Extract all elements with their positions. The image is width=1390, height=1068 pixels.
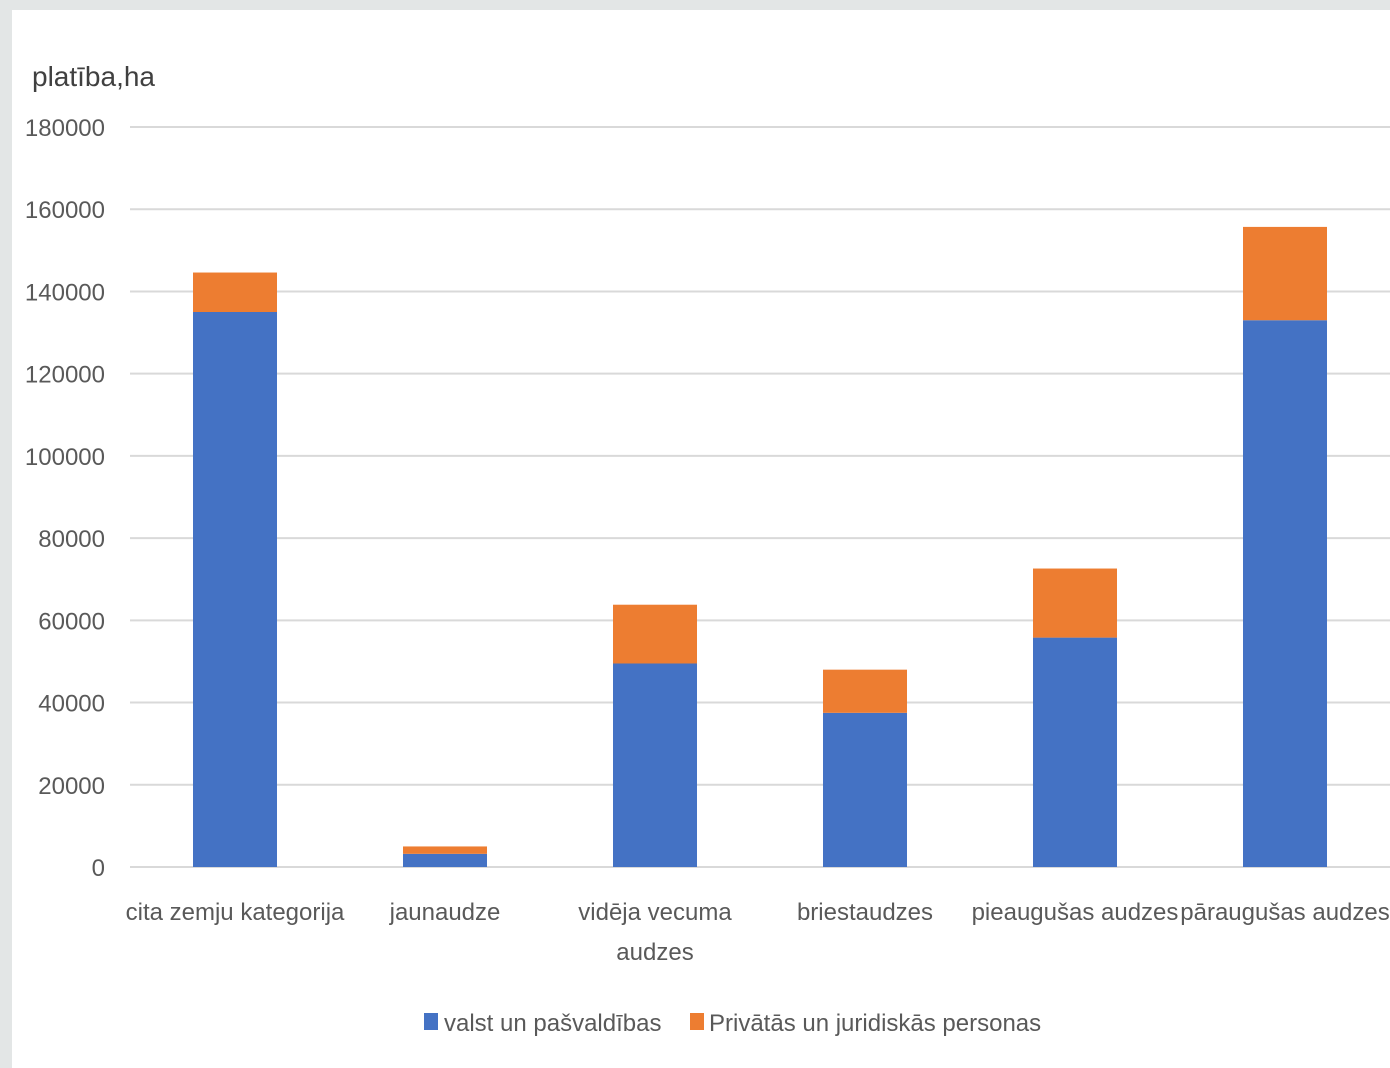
y-tick-label: 0 <box>92 855 105 882</box>
bar-segment-valst <box>1033 637 1117 867</box>
y-axis-ticks: 0 20000 40000 60000 80000 100000 120000 140000 1… <box>25 115 105 882</box>
bar-segment-valst <box>823 712 907 867</box>
legend-swatch-valst <box>424 1013 438 1030</box>
y-axis-title: platība,ha <box>32 61 155 92</box>
legend-swatch-privatas <box>690 1013 704 1030</box>
y-tick-label: 160000 <box>25 197 105 224</box>
x-axis-labels: cita zemju kategorija jaunaudze vidēja vec… <box>126 899 1390 966</box>
x-tick-label: pāraugušas audzes <box>1180 899 1389 926</box>
y-tick-label: 100000 <box>25 444 105 471</box>
bar-segment-privatas <box>823 669 907 713</box>
bars <box>193 226 1327 867</box>
stacked-bar-chart: platība,ha 0 20000 40000 60000 80000 100000 12… <box>25 61 1390 1037</box>
y-tick-label: 120000 <box>25 362 105 389</box>
y-tick-label: 40000 <box>38 691 105 718</box>
x-tick-label: jaunaudze <box>389 899 501 926</box>
y-tick-label: 60000 <box>38 608 105 635</box>
bar-segment-privatas <box>403 846 487 854</box>
bar-segment-privatas <box>613 604 697 664</box>
bar-segment-valst <box>613 663 697 867</box>
bar-segment-privatas <box>1243 226 1327 321</box>
legend: valst un pašvaldības Privātās un juridis… <box>424 1010 1041 1037</box>
x-tick-label: audzes <box>616 939 693 966</box>
chart-frame: platība,ha 0 20000 40000 60000 80000 100000 12… <box>12 10 1390 1068</box>
legend-label-privatas: Privātās un juridiskās personas <box>709 1010 1041 1037</box>
y-tick-label: 20000 <box>38 773 105 800</box>
y-tick-label: 180000 <box>25 115 105 142</box>
x-tick-label: vidēja vecuma <box>578 899 732 926</box>
bar-segment-privatas <box>193 272 277 312</box>
bar-segment-valst <box>403 853 487 867</box>
bar-segment-privatas <box>1033 568 1117 638</box>
legend-label-valst: valst un pašvaldības <box>444 1010 661 1037</box>
bar-segment-valst <box>1243 320 1327 867</box>
gridlines <box>130 126 1390 868</box>
x-tick-label: briestaudzes <box>797 899 933 926</box>
x-tick-label: cita zemju kategorija <box>126 899 345 926</box>
y-tick-label: 80000 <box>38 526 105 553</box>
y-tick-label: 140000 <box>25 279 105 306</box>
bar-segment-valst <box>193 312 277 867</box>
x-tick-label: pieaugušas audzes <box>972 899 1179 926</box>
